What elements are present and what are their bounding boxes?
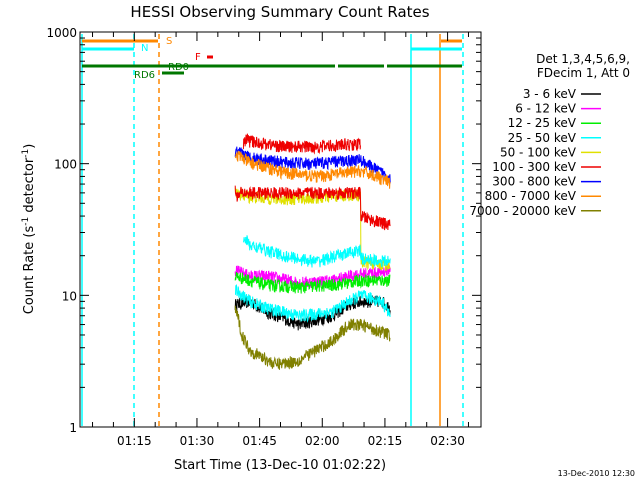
flag-label: F	[195, 52, 201, 63]
x-tick-label: 02:15	[368, 434, 403, 448]
series-line	[234, 305, 391, 370]
flag-label: RD0	[168, 62, 189, 73]
legend-label: 800 - 7000 keV	[485, 189, 577, 203]
legend-label: 100 - 300 keV	[492, 160, 576, 174]
series-line	[234, 263, 391, 289]
y-tick-label: 10	[62, 289, 77, 303]
legend-label: 25 - 50 keV	[508, 131, 577, 145]
x-tick-label: 02:00	[305, 434, 340, 448]
footer-timestamp: 13-Dec-2010 12:30	[558, 469, 635, 478]
plot-frame	[79, 31, 482, 428]
legend-label: 12 - 25 keV	[508, 116, 577, 130]
x-axis-label: Start Time (13-Dec-10 01:02:22)	[174, 458, 386, 473]
legend-label: 6 - 12 keV	[515, 102, 577, 116]
series-layer	[234, 133, 391, 370]
legend-label: 50 - 100 keV	[500, 145, 577, 159]
plot-area	[79, 31, 482, 428]
y-axis-label: Count Rate (s-1 detector-1)	[21, 144, 37, 315]
series-line	[234, 185, 391, 231]
x-tick-label: 02:30	[430, 434, 465, 448]
legend-label: 3 - 6 keV	[523, 87, 577, 101]
x-tick-label: 01:15	[117, 434, 152, 448]
series-line	[235, 283, 391, 323]
flag-label: N	[141, 43, 148, 54]
y-tick-label: 100	[54, 158, 77, 172]
legend-label: 7000 - 20000 keV	[469, 204, 576, 218]
x-tick-label: 01:45	[242, 434, 277, 448]
legend-header-1: Det 1,3,4,5,6,9,	[536, 52, 630, 66]
series-line	[242, 235, 391, 268]
legend-header-2: FDecim 1, Att 0	[537, 66, 630, 80]
flag-label: RD6	[134, 70, 155, 81]
flag-label: S	[166, 36, 172, 47]
legend-label: 300 - 800 keV	[492, 175, 576, 189]
series-line	[234, 146, 391, 184]
x-tick-label: 01:30	[180, 434, 215, 448]
axes-layer: 1 10 100 1000 01:15 01:30 01:45 02:00 02:15 02:30	[46, 26, 481, 448]
y-tick-label: 1000	[46, 26, 77, 40]
y-tick-label: 1	[69, 421, 77, 435]
legend: Det 1,3,4,5,6,9, FDecim 1, Att 0 3 - 6 k…	[469, 52, 630, 218]
chart-title: HESSI Observing Summary Count Rates	[130, 3, 429, 21]
series-line	[242, 133, 361, 155]
series-line	[234, 272, 391, 294]
overlay-layer: S N RD0 RD6 F	[81, 34, 464, 426]
series-line	[234, 150, 391, 189]
